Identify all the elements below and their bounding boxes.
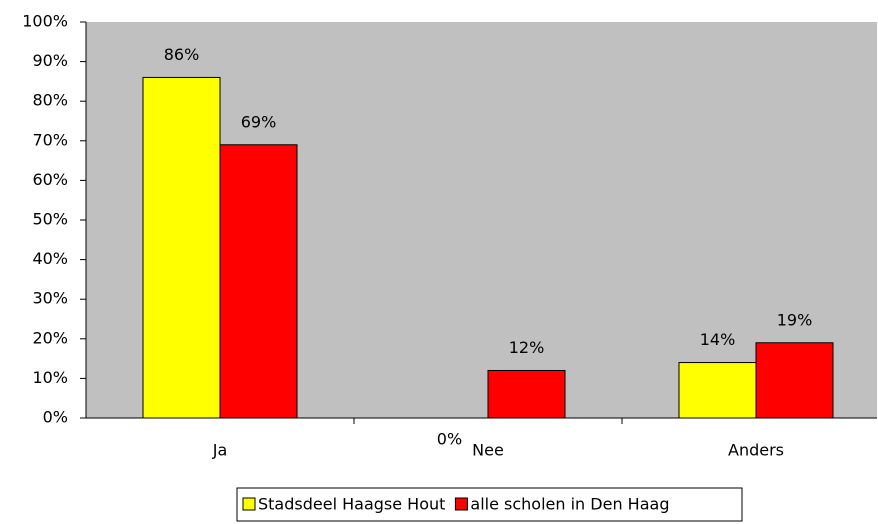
y-tick-label: 10%: [32, 368, 68, 387]
y-tick-label: 0%: [43, 408, 68, 427]
bar: [142, 76, 221, 419]
y-tick-label: 70%: [32, 130, 68, 149]
y-tick-label: 20%: [32, 328, 68, 347]
legend-label: Stadsdeel Haagse Hout: [258, 495, 445, 514]
legend-box: [236, 487, 743, 522]
bar: [678, 362, 757, 419]
bar: [219, 144, 298, 419]
value-label: 19%: [777, 310, 813, 329]
x-tick-label: Ja: [212, 441, 228, 460]
legend-swatch: [454, 497, 468, 511]
legend-label: alle scholen in Den Haag: [470, 495, 669, 514]
bar: [487, 369, 566, 419]
y-tick-label: 100%: [22, 12, 68, 31]
value-label: 69%: [241, 112, 277, 131]
y-tick-label: 90%: [32, 51, 68, 70]
value-label: 14%: [700, 330, 736, 349]
value-label: 86%: [164, 45, 200, 64]
y-tick-label: 50%: [32, 210, 68, 229]
y-tick-label: 30%: [32, 289, 68, 308]
y-tick-label: 40%: [32, 249, 68, 268]
x-tick-label: Nee: [472, 441, 504, 460]
y-tick-label: 60%: [32, 170, 68, 189]
y-tick-label: 80%: [32, 91, 68, 110]
legend-swatch: [242, 497, 256, 511]
x-tick-label: Anders: [728, 441, 784, 460]
value-label: 12%: [509, 338, 545, 357]
value-label: 0%: [437, 430, 462, 449]
bar: [755, 342, 834, 419]
